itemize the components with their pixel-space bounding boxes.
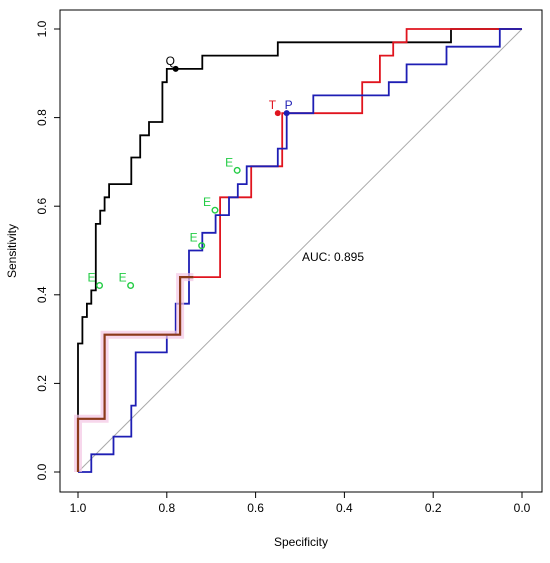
- y-tick-label: 0.0: [35, 463, 49, 480]
- plot-frame: [59, 9, 543, 493]
- reference-diagonal-line: [77, 28, 523, 473]
- cutoff-label-t: T: [269, 98, 277, 112]
- x-axis: 1.0 0.8 0.6 0.4 0.2 0.0: [70, 492, 531, 515]
- e-marker-label: E: [190, 231, 198, 245]
- cutoff-label-q: Q: [166, 54, 175, 68]
- x-tick-label: 1.0: [70, 501, 87, 515]
- cutoff-point-t: [274, 110, 281, 117]
- x-tick-label: 0.4: [336, 501, 353, 515]
- cutoff-point-p: [283, 110, 290, 117]
- plot-area: Q T P E E E E E: [74, 28, 523, 473]
- e-marker-circle: [96, 282, 104, 290]
- roc-curve-1: [77, 28, 522, 472]
- x-tick-label: 0.2: [425, 501, 442, 515]
- e-marker-circle: [211, 206, 219, 214]
- e-marker-circle: [127, 282, 135, 290]
- cutoff-point-q: [172, 65, 179, 72]
- x-tick-label: 0.6: [247, 501, 264, 515]
- y-axis-label: Sensitivity: [5, 224, 19, 278]
- y-tick-label: 0.6: [35, 198, 49, 215]
- y-tick-label: 0.8: [35, 109, 49, 126]
- roc-curve-4: [76, 276, 194, 472]
- e-marker-label: E: [119, 271, 127, 285]
- cutoff-label-p: P: [285, 98, 293, 112]
- e-marker-label: E: [88, 271, 96, 285]
- x-tick-label: 0.8: [158, 501, 175, 515]
- x-axis-label: Specificity: [274, 535, 328, 549]
- y-tick-label: 0.2: [35, 375, 49, 392]
- e-marker-label: E: [225, 155, 233, 169]
- auc-annotation: AUC: 0.895: [302, 250, 364, 264]
- y-tick-label: 1.0: [35, 20, 49, 37]
- e-marker-label: E: [203, 195, 211, 209]
- roc-curve-3: [78, 28, 522, 473]
- e-marker-circle: [233, 166, 241, 174]
- y-tick-label: 0.4: [35, 286, 49, 303]
- e-marker-circle: [198, 242, 206, 250]
- x-tick-label: 0.0: [514, 501, 531, 515]
- y-axis: 0.0 0.2 0.4 0.6 0.8 1.0: [35, 20, 60, 480]
